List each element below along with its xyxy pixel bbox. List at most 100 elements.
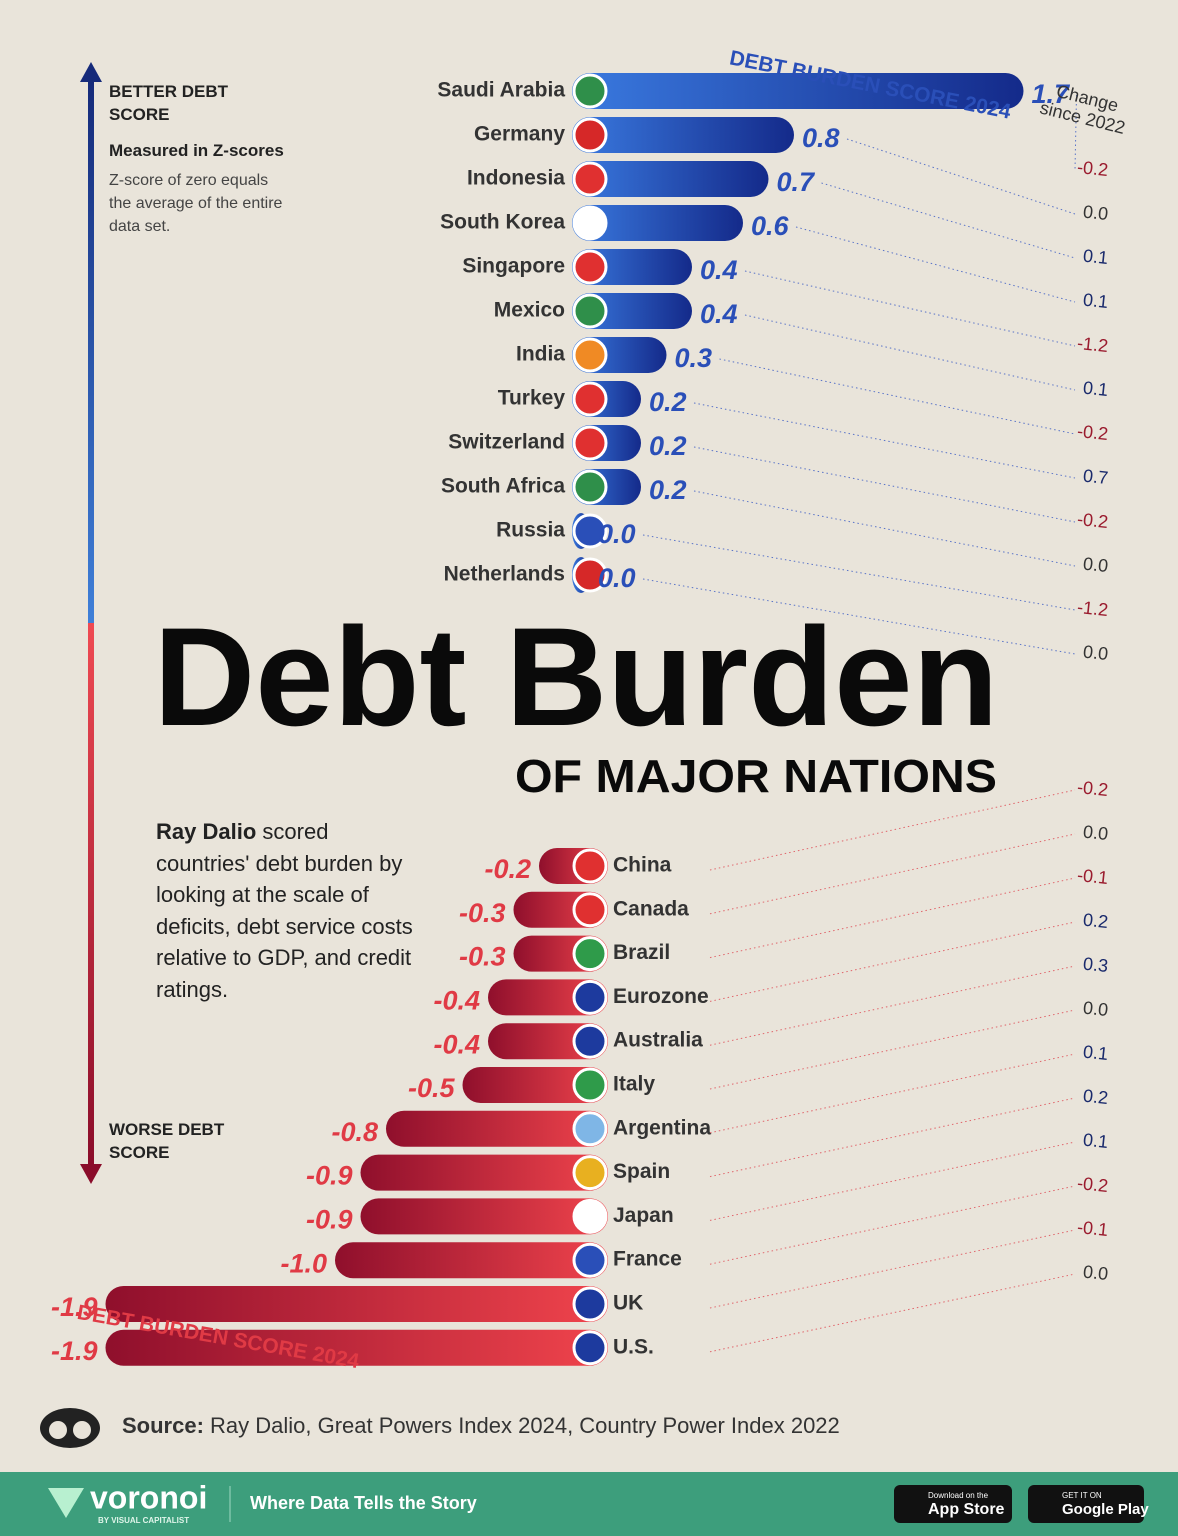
category-label: Canada (613, 897, 689, 920)
connector (642, 578, 1076, 655)
app-store-badge[interactable] (894, 1485, 1012, 1523)
category-label: UK (613, 1292, 643, 1315)
connector (709, 877, 1076, 959)
change-label: -0.2 (1076, 157, 1109, 180)
unit-label: Measured in Z-scores (109, 141, 284, 160)
flag (572, 469, 608, 505)
connector (744, 270, 1076, 347)
category-label: Italy (613, 1073, 655, 1096)
category-label: South Korea (440, 211, 565, 234)
value-label: 1.7 (1032, 79, 1072, 109)
change-label: 0.0 (1082, 998, 1109, 1021)
value-label: -1.0 (280, 1248, 327, 1278)
change-label: -0.2 (1076, 421, 1109, 444)
bar (335, 1242, 608, 1279)
flag (572, 1242, 608, 1278)
value-label: -1.9 (51, 1336, 98, 1366)
tagline: Where Data Tells the Story (250, 1493, 477, 1513)
bar (462, 1067, 608, 1103)
category-label: Singapore (462, 255, 565, 278)
brand: voronoi (90, 1479, 207, 1515)
value-label: 0.7 (777, 167, 817, 197)
change-label: 0.1 (1082, 290, 1109, 313)
flag (572, 425, 608, 461)
source-text: Ray Dalio, Great Powers Index 2024, Coun… (210, 1413, 840, 1438)
value-label: -0.2 (484, 854, 531, 884)
flag (572, 557, 608, 593)
connector (693, 402, 1076, 479)
change-label: -1.2 (1076, 333, 1109, 356)
flag (572, 117, 608, 153)
bar (105, 1329, 608, 1366)
change-label: 0.7 (1082, 466, 1109, 489)
google-play-badge[interactable] (1028, 1485, 1144, 1523)
category-label: Eurozone (613, 985, 709, 1008)
arrow-head (80, 1164, 102, 1184)
value-label: -0.4 (433, 986, 480, 1016)
connector (709, 1053, 1076, 1134)
category-label: Russia (496, 519, 565, 542)
arrow-head (80, 62, 102, 82)
category-label: India (516, 343, 565, 366)
value-label: 0.4 (700, 255, 738, 285)
change-label: 0.0 (1082, 1262, 1109, 1285)
category-label: Saudi Arabia (437, 79, 565, 102)
bar (572, 205, 743, 241)
flag (572, 1067, 608, 1103)
flag (572, 205, 608, 241)
category-label: Mexico (494, 299, 565, 322)
connector (709, 965, 1076, 1046)
flag (572, 936, 608, 972)
connector (709, 789, 1076, 871)
connector (693, 490, 1076, 567)
change-label: 0.1 (1082, 246, 1109, 269)
flag (572, 381, 608, 417)
category-label: Japan (613, 1204, 674, 1227)
source-label: Source: (122, 1413, 204, 1438)
value-label: -0.4 (433, 1029, 480, 1059)
flag (572, 73, 608, 109)
bar (386, 1110, 608, 1147)
axis-arrow (88, 623, 94, 1168)
value-label: 0.3 (675, 343, 713, 373)
category-label: U.S. (613, 1335, 654, 1358)
connector (693, 446, 1076, 523)
value-label: 0.4 (700, 299, 738, 329)
value-label: -0.9 (306, 1161, 353, 1191)
change-label: 0.3 (1082, 954, 1109, 977)
category-label: Turkey (498, 387, 566, 410)
category-label: Argentina (613, 1116, 711, 1139)
connector (709, 833, 1076, 915)
flag (572, 979, 608, 1015)
change-label: -0.1 (1076, 865, 1109, 888)
connector (709, 1141, 1076, 1221)
google-play: Google Play (1062, 1501, 1149, 1518)
change-label: 0.2 (1082, 910, 1109, 933)
value-label: -0.3 (459, 898, 506, 928)
connector (642, 534, 1076, 611)
flag (572, 513, 608, 549)
value-label: 0.2 (649, 475, 687, 505)
bar (572, 161, 769, 197)
value-label: 0.8 (802, 123, 840, 153)
connector (709, 1273, 1076, 1353)
connector (709, 1185, 1076, 1265)
connector (709, 1009, 1076, 1090)
flag (572, 1286, 608, 1322)
category-label: South Africa (441, 475, 565, 498)
note-text: scored countries' debt burden by looking… (156, 819, 413, 1002)
change-label: 0.0 (1082, 202, 1109, 225)
note-bold: Ray Dalio (156, 819, 257, 844)
axis-bottom-label: WORSE DEBT SCORE (109, 1120, 225, 1162)
category-label: Switzerland (448, 431, 565, 454)
app-store: App Store (928, 1501, 1005, 1518)
flag (572, 161, 608, 197)
flag (572, 293, 608, 329)
connector (719, 358, 1076, 435)
brand-icon (48, 1488, 84, 1518)
bar (105, 1286, 608, 1322)
change-label: -0.1 (1076, 1217, 1109, 1240)
bar (360, 1154, 608, 1191)
